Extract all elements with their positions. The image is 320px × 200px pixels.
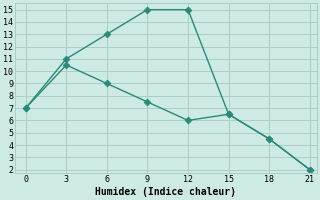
X-axis label: Humidex (Indice chaleur): Humidex (Indice chaleur) xyxy=(95,186,236,197)
